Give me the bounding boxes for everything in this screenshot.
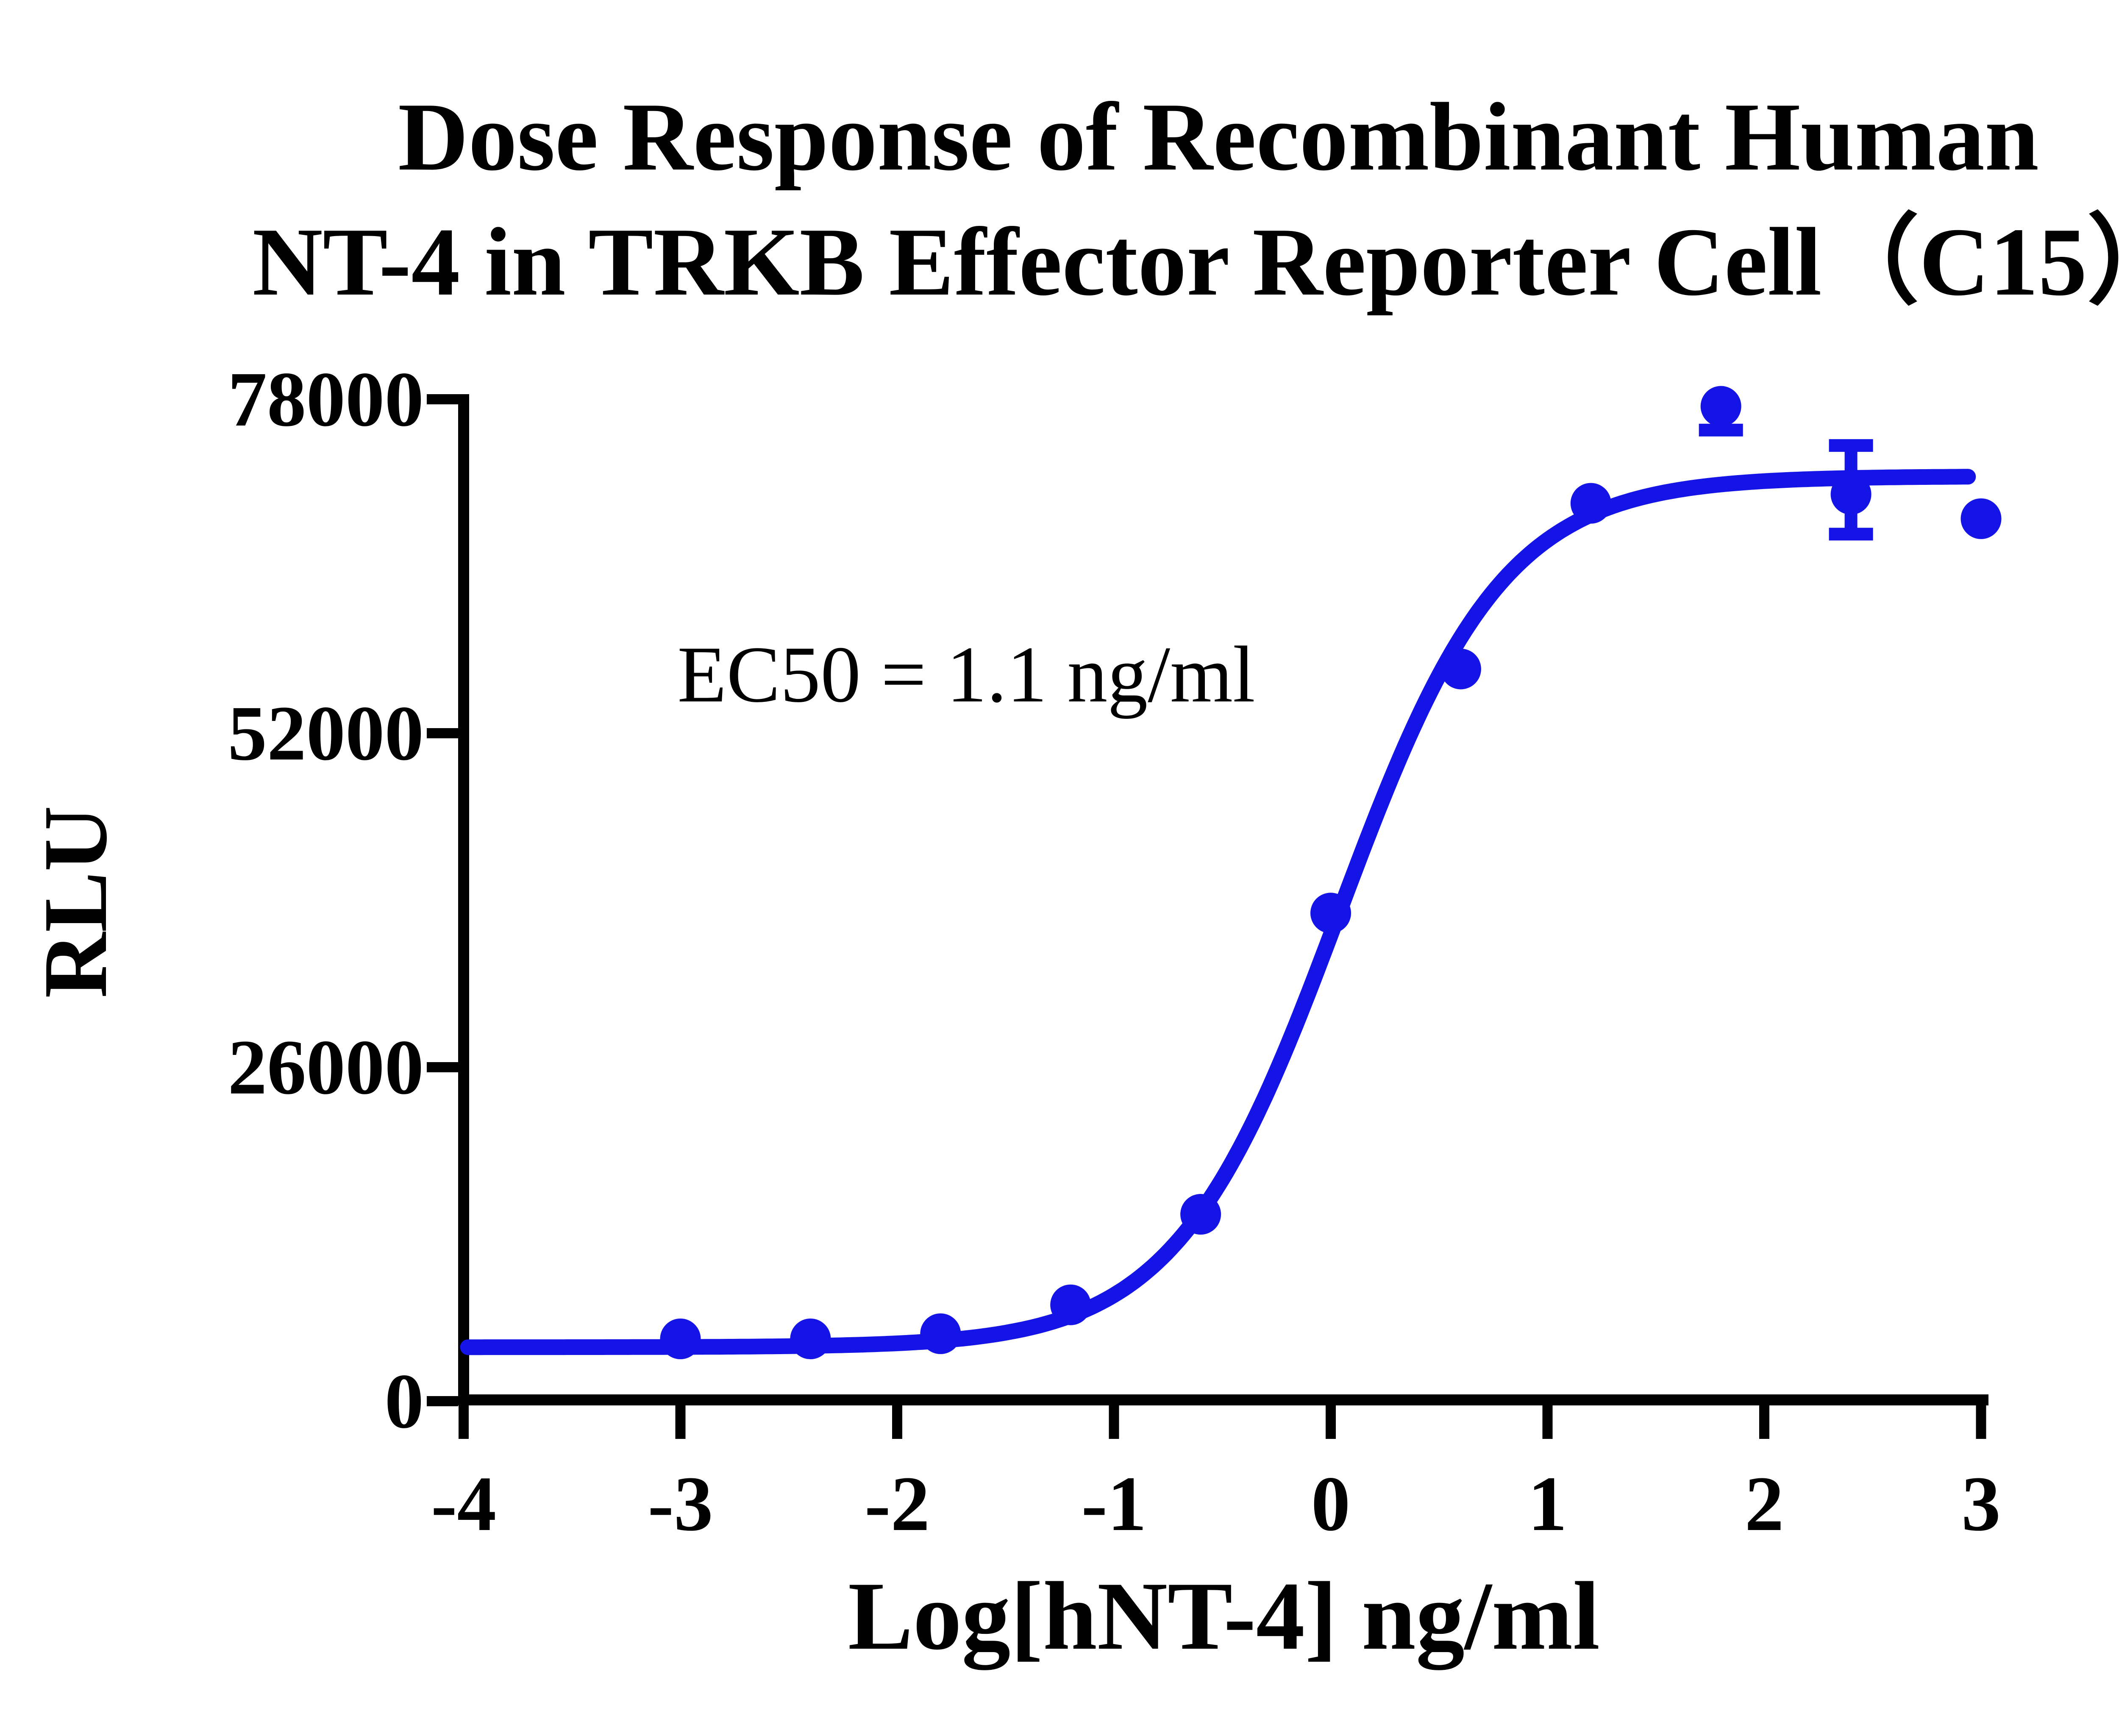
data-point [1440, 648, 1481, 690]
data-point [1960, 498, 2002, 539]
data-point [660, 1319, 701, 1360]
y-tick-label: 52000 [228, 690, 424, 777]
data-series [460, 386, 2002, 1360]
x-tick-label: 0 [1311, 1461, 1351, 1547]
x-tick-label: 3 [1961, 1461, 2001, 1547]
data-point [1700, 386, 1741, 427]
x-tick-label: -4 [431, 1461, 496, 1547]
data-point [1570, 483, 1611, 524]
x-tick-label: -2 [865, 1461, 930, 1547]
y-tick-label: 0 [385, 1358, 424, 1445]
ec50-annotation: EC50 = 1.1 ng/ml [677, 630, 1255, 719]
chart-title-line2: NT-4 in TRKB Effector Reporter Cell（C15） [252, 208, 2119, 316]
y-axis-label: RLU [25, 806, 126, 998]
data-point [1180, 1194, 1221, 1235]
y-tick-label: 78000 [228, 356, 424, 443]
x-tick-label: -3 [648, 1461, 713, 1547]
x-tick-label: -1 [1081, 1461, 1146, 1547]
x-tick-label: 2 [1745, 1461, 1784, 1547]
data-point [1830, 474, 1872, 515]
data-point [1050, 1284, 1091, 1325]
x-axis-label: Log[hNT-4] ng/ml [848, 1562, 1600, 1670]
chart-title-line1: Dose Response of Recombinant Human [398, 83, 2039, 191]
axis-ticks: 0 26000 52000 78000 -4 -3 -2 -1 0 1 2 3 [228, 356, 2001, 1547]
data-point [1310, 893, 1351, 934]
fit-curve [460, 469, 1976, 1355]
data-point [920, 1313, 961, 1354]
y-tick-label: 26000 [228, 1024, 424, 1111]
data-point [790, 1319, 831, 1360]
x-tick-label: 1 [1528, 1461, 1567, 1547]
chart-axes [458, 394, 1988, 1405]
